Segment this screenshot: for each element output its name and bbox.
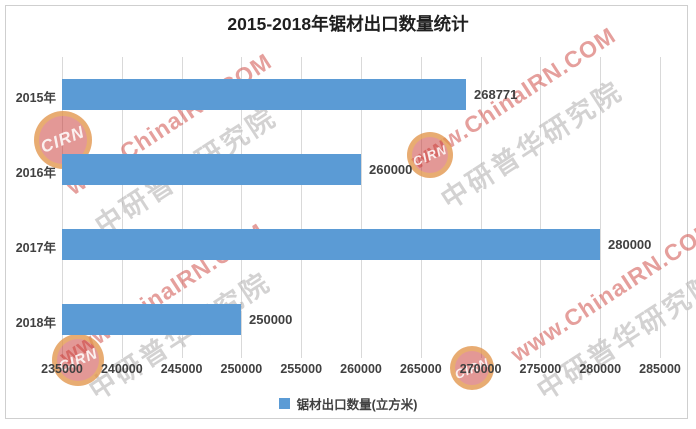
legend-marker <box>278 398 290 409</box>
gridline <box>600 57 602 358</box>
gridline <box>241 57 243 358</box>
chart-border <box>5 5 688 419</box>
category-label: 2018年 <box>15 315 56 330</box>
gridline <box>420 57 422 358</box>
gridline <box>361 57 362 358</box>
x-axis-tick-label: 260000 <box>340 362 382 376</box>
value-label: 250000 <box>249 311 293 327</box>
x-axis-tick-label: 240000 <box>100 362 143 376</box>
bar-2015年 <box>62 79 466 110</box>
chart-title: 2015-2018年锯材出口数量统计 <box>227 14 469 34</box>
x-axis-tick-label: 280000 <box>579 362 622 376</box>
value-label: 268771 <box>474 86 518 102</box>
x-axis-tick-label: 285000 <box>639 362 681 376</box>
gridline <box>540 57 542 358</box>
value-label: 260000 <box>369 161 413 177</box>
legend-label: 锯材出口数量(立方米) <box>296 398 418 412</box>
x-axis-tick-label: 265000 <box>399 362 442 376</box>
gridline <box>121 57 123 358</box>
category-label: 2017年 <box>15 240 56 255</box>
bar-2018年 <box>62 304 241 335</box>
x-axis-tick-label: 270000 <box>459 362 502 376</box>
x-axis-tick-label: 275000 <box>519 362 562 376</box>
gridline <box>660 57 661 358</box>
gridline <box>62 57 63 358</box>
bar-2016年 <box>62 154 361 185</box>
gridline <box>301 57 303 358</box>
gridline <box>181 57 183 358</box>
x-axis-tick-label: 235000 <box>41 362 83 376</box>
category-label: 2016年 <box>15 165 56 180</box>
bar-2017年 <box>62 229 600 260</box>
legend: 锯材出口数量(立方米) <box>0 394 696 413</box>
value-label: 280000 <box>608 236 652 252</box>
category-label: 2015年 <box>15 90 56 105</box>
x-axis-tick-label: 255000 <box>280 362 323 376</box>
x-axis-tick-label: 245000 <box>160 362 203 376</box>
x-axis-tick-label: 250000 <box>220 362 263 376</box>
gridline <box>480 57 482 358</box>
